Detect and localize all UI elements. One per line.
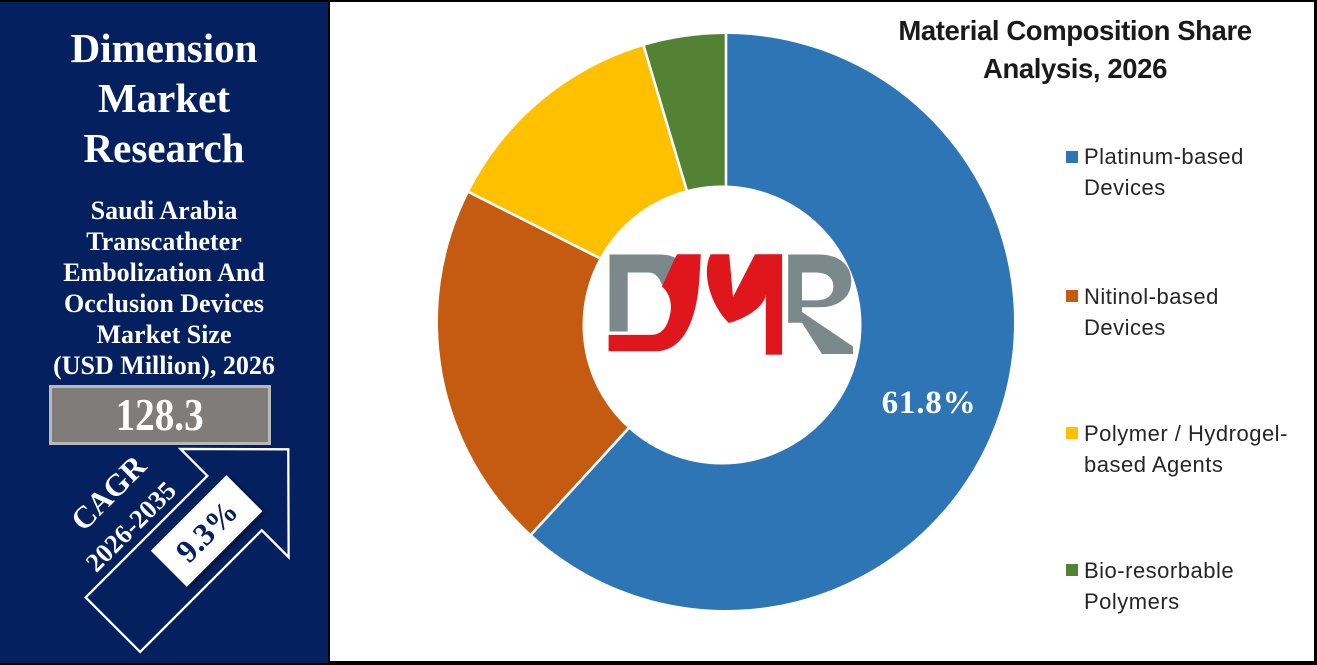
- svg-text:61.8%: 61.8%: [882, 385, 977, 421]
